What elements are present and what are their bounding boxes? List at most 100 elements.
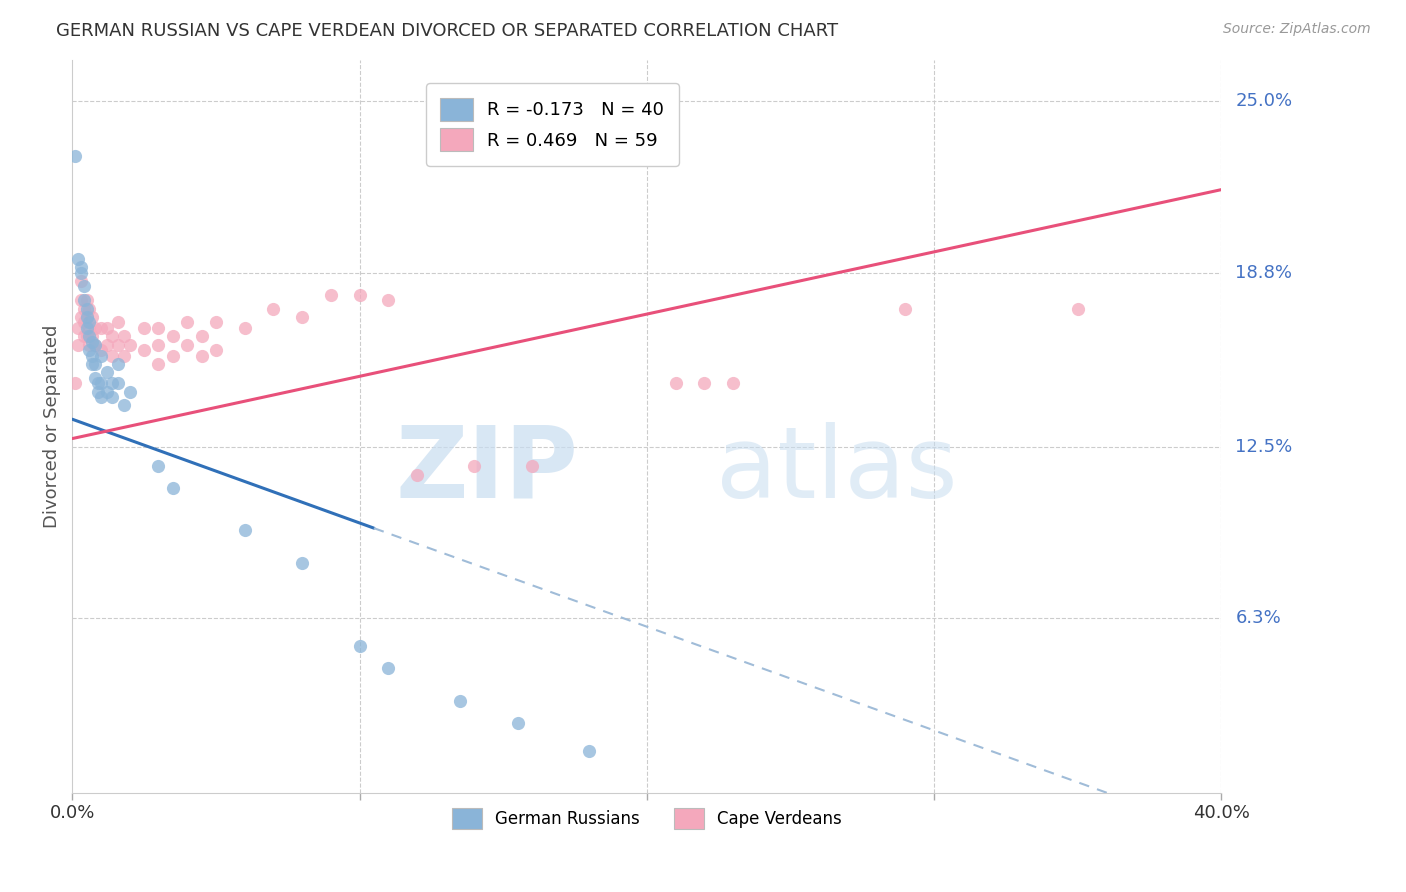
Point (233, 523, 256, 537)
Point (233, 321, 256, 335)
Y-axis label: Divorced or Separated: Divorced or Separated (44, 325, 60, 528)
Point (66, 337, 89, 351)
Point (578, 744, 600, 758)
Point (90, 321, 112, 335)
Point (87, 376, 110, 391)
Point (107, 357, 129, 371)
Point (636, 121, 658, 136)
Point (721, 376, 744, 391)
Point (107, 337, 129, 351)
Point (262, 301, 284, 316)
Point (190, 349, 212, 363)
Point (73, 315, 96, 329)
Point (84, 370, 107, 384)
Point (112, 398, 135, 412)
Point (82, 334, 104, 349)
Point (79, 329, 101, 343)
Point (693, 376, 716, 391)
Point (506, 716, 529, 731)
Point (79, 343, 101, 357)
Point (96, 337, 118, 351)
Point (112, 329, 135, 343)
Point (82, 329, 104, 343)
Text: ZIP: ZIP (395, 422, 578, 518)
Text: atlas: atlas (716, 422, 957, 518)
Point (101, 390, 124, 404)
Point (406, 467, 429, 482)
Point (90, 376, 112, 391)
Point (96, 321, 118, 335)
Point (70, 293, 93, 308)
Point (162, 329, 184, 343)
Text: 12.5%: 12.5% (1236, 438, 1292, 456)
Point (84, 321, 107, 335)
Point (76, 329, 98, 343)
Point (176, 337, 198, 351)
Point (82, 357, 104, 371)
Point (449, 694, 471, 708)
Text: 18.8%: 18.8% (1236, 264, 1292, 282)
Point (76, 301, 98, 316)
Point (87, 384, 110, 399)
Point (70, 274, 93, 288)
Point (79, 337, 101, 351)
Point (132, 343, 155, 357)
Point (76, 310, 98, 324)
Text: Source: ZipAtlas.com: Source: ZipAtlas.com (1223, 22, 1371, 37)
Point (70, 260, 93, 274)
Point (148, 337, 170, 351)
Point (79, 301, 101, 316)
Point (107, 315, 129, 329)
Point (148, 321, 170, 335)
Point (76, 310, 98, 324)
Point (894, 301, 917, 316)
Point (205, 315, 228, 329)
Point (190, 329, 212, 343)
Point (73, 279, 96, 293)
Point (101, 376, 124, 391)
Point (84, 357, 107, 371)
Text: GERMAN RUSSIAN VS CAPE VERDEAN DIVORCED OR SEPARATED CORRELATION CHART: GERMAN RUSSIAN VS CAPE VERDEAN DIVORCED … (56, 22, 838, 40)
Point (66, 321, 89, 335)
Point (70, 266, 93, 280)
Point (84, 337, 107, 351)
Point (63, 376, 86, 391)
Point (349, 639, 371, 653)
Point (377, 293, 399, 308)
Point (84, 337, 107, 351)
Point (90, 343, 112, 357)
Point (79, 321, 101, 335)
Point (79, 315, 101, 329)
Point (205, 343, 228, 357)
Point (162, 349, 184, 363)
Point (73, 329, 96, 343)
Point (664, 376, 686, 391)
Point (70, 310, 93, 324)
Point (96, 384, 118, 399)
Point (291, 556, 314, 570)
Point (73, 301, 96, 316)
Point (63, 149, 86, 163)
Point (66, 252, 89, 266)
Point (162, 481, 184, 495)
Point (82, 310, 104, 324)
Point (118, 384, 141, 399)
Point (101, 349, 124, 363)
Point (132, 321, 155, 335)
Point (90, 349, 112, 363)
Legend: German Russians, Cape Verdeans: German Russians, Cape Verdeans (446, 801, 848, 836)
Point (101, 329, 124, 343)
Point (1067, 301, 1090, 316)
Point (107, 376, 129, 391)
Text: 6.3%: 6.3% (1236, 609, 1281, 627)
Point (176, 315, 198, 329)
Point (118, 337, 141, 351)
Point (90, 390, 112, 404)
Point (520, 459, 543, 474)
Point (463, 459, 485, 474)
Point (148, 357, 170, 371)
Point (377, 661, 399, 675)
Point (76, 293, 98, 308)
Point (148, 459, 170, 474)
Point (291, 310, 314, 324)
